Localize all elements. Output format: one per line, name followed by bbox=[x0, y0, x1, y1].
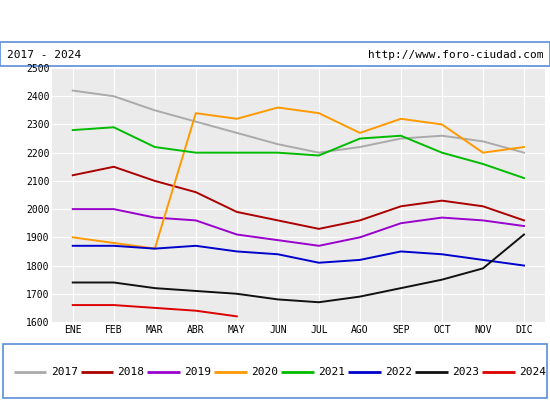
Text: 2019: 2019 bbox=[184, 367, 211, 377]
Text: http://www.foro-ciudad.com: http://www.foro-ciudad.com bbox=[368, 50, 543, 60]
Text: 2017 - 2024: 2017 - 2024 bbox=[7, 50, 81, 60]
Text: 2018: 2018 bbox=[118, 367, 145, 377]
Text: 2024: 2024 bbox=[519, 367, 546, 377]
Text: 2023: 2023 bbox=[452, 367, 479, 377]
Text: 2017: 2017 bbox=[51, 367, 78, 377]
Text: 2020: 2020 bbox=[251, 367, 278, 377]
Text: 2021: 2021 bbox=[318, 367, 345, 377]
Text: Evolucion del paro registrado en Paiporta: Evolucion del paro registrado en Paiport… bbox=[103, 15, 447, 29]
Text: 2022: 2022 bbox=[385, 367, 412, 377]
